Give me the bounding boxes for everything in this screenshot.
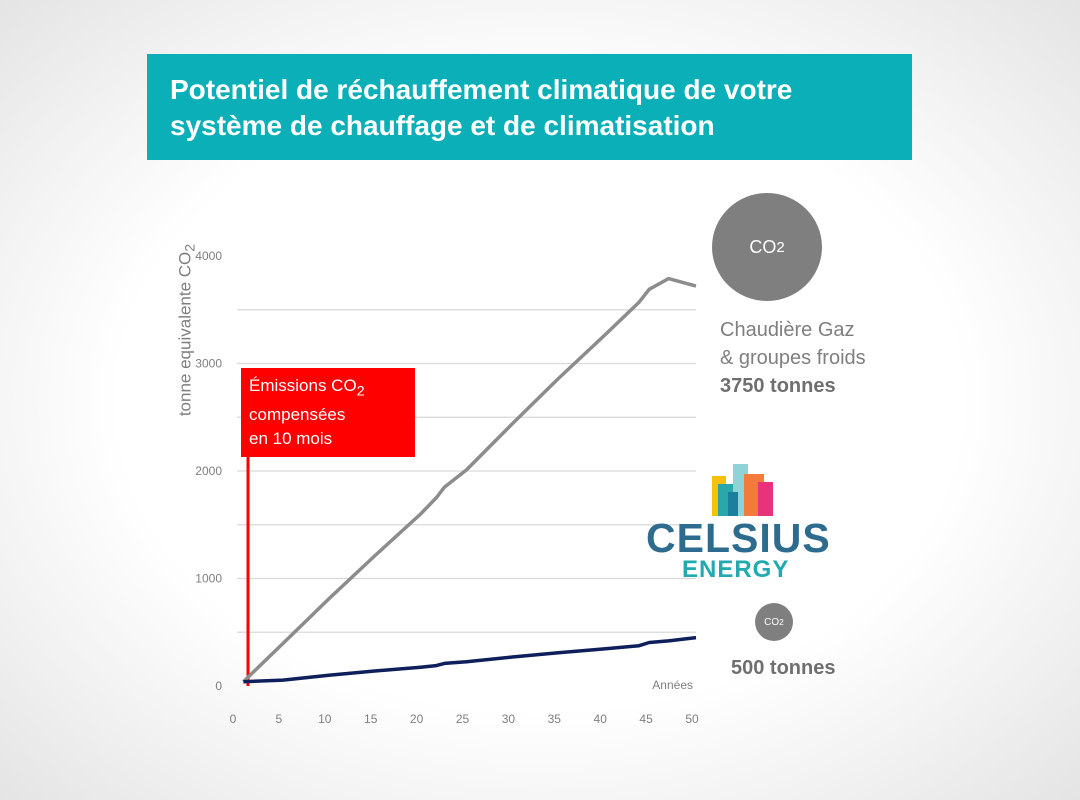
y-tick-label: 3000 (195, 357, 222, 371)
logo-word-celsius: CELSIUS (646, 515, 831, 561)
logo-word-energy: ENERGY (682, 556, 790, 583)
gas-label-line-1: Chaudière Gaz (720, 319, 855, 341)
y-tick-label: 1000 (195, 572, 222, 586)
celsius-series-line (243, 635, 697, 684)
co2-bubble-small: CO 2 (755, 603, 793, 641)
title-banner: Potentiel de réchauffement climatique de… (147, 54, 912, 160)
gas-label-line-2: & groupes froids (720, 347, 866, 369)
y-tick-label: 4000 (195, 249, 222, 263)
celsius-energy-logo: CELSIUS ENERGY (640, 462, 850, 587)
x-tick-label: 25 (456, 712, 470, 726)
x-tick-label: 30 (502, 712, 516, 726)
building-bars-icon (712, 464, 773, 516)
gas-label-value: 3750 tonnes (720, 375, 836, 397)
co2-bubble-large: CO 2 (712, 193, 822, 301)
annotation-line-1: Émissions CO2 (249, 376, 365, 400)
gas-series-line (242, 276, 697, 683)
y-tick-label: 2000 (195, 464, 222, 478)
x-tick-label: 20 (410, 712, 424, 726)
annotation-line-2: compensées (249, 405, 346, 425)
title-line-1: Potentiel de réchauffement climatique de… (170, 74, 793, 105)
x-tick-label: 0 (230, 712, 237, 726)
x-tick-label: 35 (548, 712, 562, 726)
x-tick-label: 15 (364, 712, 378, 726)
y-axis-label: tonne equivalente CO2 (175, 243, 199, 417)
x-axis-label: Années (652, 678, 693, 692)
x-tick-label: 50 (685, 712, 699, 726)
x-tick-label: 10 (318, 712, 332, 726)
annotation-line-3: en 10 mois (249, 429, 333, 449)
x-tick-label: 40 (594, 712, 608, 726)
gas-system-label: Chaudière Gaz & groupes froids 3750 tonn… (720, 316, 866, 400)
celsius-value-label: 500 tonnes (731, 657, 836, 679)
x-tick-label: 45 (639, 712, 653, 726)
compensation-annotation: Émissions CO2 compensées en 10 mois (241, 368, 415, 457)
title-line-2: système de chauffage et de climatisation (170, 110, 715, 141)
x-tick-label: 5 (276, 712, 283, 726)
y-tick-label: 0 (215, 679, 222, 693)
